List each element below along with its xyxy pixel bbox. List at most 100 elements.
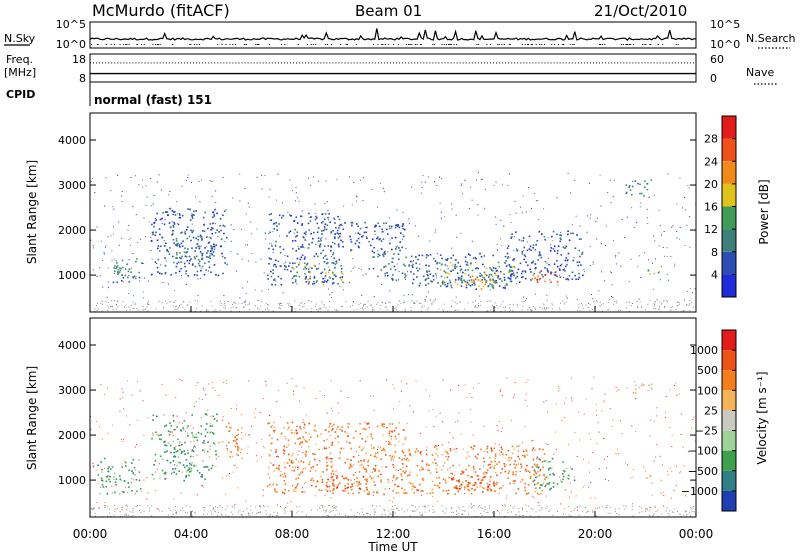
noise-point	[460, 433, 462, 435]
colorbar-tick-label: 12	[704, 223, 718, 236]
scatter-cell	[444, 283, 446, 286]
scatter-cell	[501, 468, 503, 470]
scatter-cell	[521, 270, 524, 273]
scatter-cell	[209, 257, 211, 260]
scatter-cell	[556, 275, 558, 278]
ground-scatter-point	[182, 507, 184, 509]
nsearch-point	[326, 44, 328, 45]
noise-point	[135, 214, 137, 216]
scatter-cell	[334, 233, 336, 235]
scatter-cell	[509, 274, 512, 277]
noise-point	[225, 380, 227, 381]
noise-point	[105, 177, 107, 179]
noise-point	[484, 266, 486, 268]
ground-scatter-point	[107, 515, 109, 517]
scatter-cell	[302, 468, 305, 470]
scatter-cell	[292, 461, 295, 464]
noise-point	[314, 203, 316, 205]
scatter-cell	[121, 274, 123, 276]
noise-point	[100, 486, 102, 488]
nave-point	[187, 62, 188, 64]
ground-scatter-point	[455, 309, 457, 311]
noise-point	[532, 439, 534, 441]
scatter-cell	[516, 250, 518, 252]
ground-scatter-point	[147, 304, 149, 306]
noise-point	[651, 494, 653, 496]
nave-point	[180, 62, 182, 64]
scatter-cell	[579, 255, 581, 258]
scatter-cell	[556, 252, 559, 255]
scatter-cell	[409, 471, 411, 473]
scatter-cell	[284, 466, 286, 469]
scatter-cell	[175, 238, 178, 240]
scatter-cell	[171, 233, 173, 236]
noise-point	[358, 267, 360, 269]
ground-scatter-point	[104, 504, 106, 506]
nave-point	[208, 62, 210, 64]
noise-point	[489, 467, 491, 469]
ground-scatter-point	[114, 511, 116, 513]
noise-point	[421, 181, 423, 183]
ground-scatter-point	[383, 508, 385, 510]
scatter-cell	[283, 450, 286, 452]
noise-point	[146, 477, 148, 479]
scatter-cell	[215, 453, 218, 456]
scatter-cell	[346, 441, 348, 443]
scatter-cell	[282, 248, 285, 251]
nsearch-point	[232, 44, 234, 45]
noise-point	[611, 284, 613, 286]
noise-point	[364, 303, 366, 305]
noise-point	[656, 299, 658, 301]
ground-scatter-point	[403, 511, 405, 513]
scatter-cell	[266, 485, 269, 487]
scatter-cell	[384, 272, 386, 275]
noise-point	[454, 474, 456, 476]
noise-point	[275, 452, 277, 454]
ground-scatter-point	[654, 507, 656, 508]
noise-point	[646, 208, 648, 210]
ground-scatter-point	[148, 304, 150, 305]
ground-scatter-point	[616, 513, 618, 514]
scatter-cell	[235, 438, 238, 441]
scatter-cell	[649, 475, 652, 477]
ground-scatter-point	[487, 310, 489, 312]
noise-point	[141, 263, 143, 264]
noise-point	[339, 286, 341, 288]
nave-point	[577, 62, 579, 64]
scatter-cell	[294, 490, 297, 493]
ground-scatter-point	[189, 310, 191, 312]
scatter-cell	[225, 426, 228, 428]
nave-point	[614, 62, 616, 64]
nave-point	[686, 62, 688, 64]
ground-scatter-point	[202, 507, 204, 508]
scatter-cell	[300, 215, 302, 218]
scatter-cell	[510, 266, 512, 268]
scatter-cell	[159, 272, 161, 275]
scatter-cell	[373, 455, 376, 458]
scatter-cell	[625, 192, 628, 194]
scatter-cell	[122, 266, 124, 269]
scatter-cell	[312, 283, 314, 285]
scatter-cell	[361, 463, 363, 466]
scatter-cell	[172, 213, 174, 216]
noise-point	[317, 241, 319, 243]
scatter-cell	[541, 461, 544, 463]
nsearch-point	[622, 44, 624, 45]
noise-point	[161, 222, 163, 224]
scatter-cell	[472, 448, 475, 450]
ground-scatter-point	[182, 306, 184, 308]
noise-point	[237, 434, 239, 435]
noise-point	[432, 480, 434, 482]
scatter-cell	[333, 478, 335, 481]
scatter-cell	[391, 423, 394, 425]
noise-point	[381, 466, 383, 468]
scatter-cell	[380, 240, 383, 242]
scatter-cell	[190, 468, 193, 471]
scatter-cell	[305, 267, 308, 270]
nave-point	[362, 62, 364, 64]
scatter-cell	[635, 384, 637, 387]
noise-point	[172, 460, 174, 462]
scatter-cell	[366, 226, 368, 229]
ground-scatter-point	[377, 302, 379, 304]
scatter-cell	[157, 245, 160, 247]
